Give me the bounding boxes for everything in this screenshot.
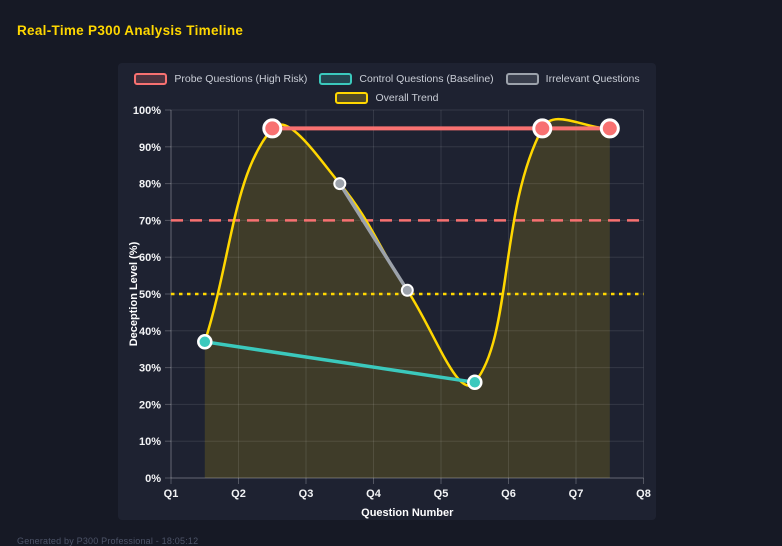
y-tick-label: 60% <box>139 252 161 264</box>
y-tick-label: 30% <box>139 363 161 375</box>
y-tick-label: 20% <box>139 399 161 411</box>
y-tick-label: 0% <box>145 473 161 485</box>
legend-swatch-icon <box>134 73 168 85</box>
irrelevant-questions-line <box>338 181 410 293</box>
chart-panel: Q1 Q2 Q3 Q4 Q5 Q6 Q7 Q8 0% 10% 20% 30% 40% 50% 60% 70% 8… <box>118 63 656 520</box>
legend-swatch-icon <box>319 73 353 85</box>
y-tick-label: 90% <box>139 142 161 154</box>
legend-item-label: Probe Questions (High Risk) <box>174 73 308 85</box>
chart-legend: Probe Questions (High Risk) Control Quest… <box>118 72 656 105</box>
y-tick-label: 40% <box>139 326 161 338</box>
y-axis-title: Deception Level (%) <box>128 241 140 346</box>
x-tick-label: Q4 <box>366 488 382 500</box>
p300-timeline-chart: Q1 Q2 Q3 Q4 Q5 Q6 Q7 Q8 0% 10% 20% 30% 40% 50% 60% 70% 8… <box>128 105 651 519</box>
y-tick-label: 70% <box>139 215 161 227</box>
legend-row: Overall Trend <box>335 91 439 105</box>
probe-questions-high-risk-point[interactable] <box>262 118 283 139</box>
x-tick-label: Q1 <box>164 488 179 500</box>
legend-item-probe-questions-high-risk[interactable]: Probe Questions (High Risk) <box>134 72 307 86</box>
legend-item-overall-trend[interactable]: Overall Trend <box>335 91 439 105</box>
irrelevant-questions-point[interactable] <box>333 177 347 191</box>
legend-item-label: Control Questions (Baseline) <box>359 73 494 85</box>
control-questions-baseline-line <box>203 340 477 385</box>
legend-swatch-icon <box>505 73 539 85</box>
legend-swatch-icon <box>335 92 369 104</box>
legend-item-irrelevant-questions[interactable]: Irrelevant Questions <box>505 72 640 86</box>
control-questions-baseline-point[interactable] <box>197 334 213 350</box>
x-tick-label: Q3 <box>299 488 314 500</box>
overall-trend-area-fill <box>204 119 610 479</box>
probe-questions-high-risk-point[interactable] <box>599 118 620 139</box>
x-tick-label: Q5 <box>434 488 449 500</box>
x-tick-label: Q2 <box>231 488 246 500</box>
y-tick-label: 100% <box>133 105 161 117</box>
legend-item-control-questions-baseline[interactable]: Control Questions (Baseline) <box>319 72 494 86</box>
x-tick-label: Q8 <box>636 488 651 500</box>
y-tick-label: 50% <box>139 289 161 301</box>
control-questions-baseline-point[interactable] <box>467 374 483 391</box>
footer-generated-text: Generated by P300 Professional - 18:05:1… <box>17 536 199 546</box>
y-tick-label: 80% <box>139 179 161 191</box>
x-axis-title: Question Number <box>361 507 454 519</box>
probe-questions-high-risk-point[interactable] <box>532 118 553 139</box>
legend-item-label: Irrelevant Questions <box>545 73 640 85</box>
page-title: Real-Time P300 Analysis Timeline <box>17 23 244 38</box>
x-tick-label: Q6 <box>501 488 516 500</box>
irrelevant-questions-point[interactable] <box>400 283 414 297</box>
y-tick-label: 10% <box>139 436 161 448</box>
legend-item-label: Overall Trend <box>375 92 439 104</box>
x-tick-label: Q7 <box>569 488 584 500</box>
legend-row: Probe Questions (High Risk) Control Quest… <box>134 72 640 86</box>
